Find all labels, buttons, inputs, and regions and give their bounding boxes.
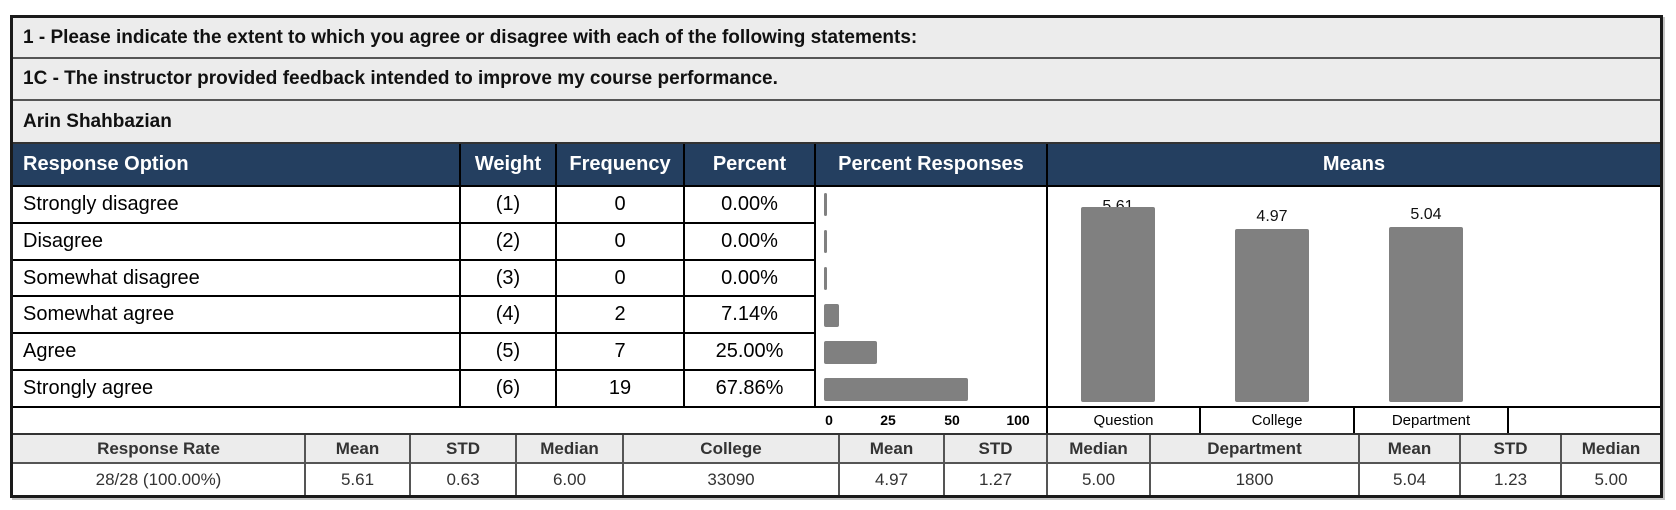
- mean-value-label-college: 4.97: [1256, 208, 1288, 226]
- summary-header-std: STD: [409, 435, 515, 464]
- means-chart: 5.61 4.97 5.04: [1046, 187, 1660, 408]
- percent-bar-strongly-agree: [824, 378, 968, 401]
- weight-cell: (6): [459, 371, 555, 406]
- header-percent: Percent: [683, 144, 814, 185]
- summary-header-college-mean: Mean: [838, 435, 943, 464]
- table-row: Strongly agree (6) 19 67.86%: [13, 371, 814, 408]
- summary-header-department-mean: Mean: [1358, 435, 1459, 464]
- summary-header-department: Department: [1149, 435, 1358, 464]
- summary-header-college-std: STD: [943, 435, 1046, 464]
- percent-axis-tick: 50: [944, 412, 960, 428]
- response-option-cell: Somewhat agree: [23, 303, 175, 325]
- percent-cell: 0.00%: [683, 224, 814, 259]
- response-option-cell: Somewhat disagree: [23, 266, 200, 289]
- summary-response-rate: 28/28 (100.00%): [95, 469, 222, 489]
- percent-axis-tick: 100: [1006, 412, 1030, 428]
- instructor-name: Arin Shahbazian: [23, 110, 172, 132]
- mean-bar-college: [1235, 229, 1309, 402]
- percent-bar-agree: [824, 341, 877, 364]
- question-item-title-text: 1C - The instructor provided feedback in…: [23, 68, 778, 89]
- table-row: Agree (5) 7 25.00%: [13, 334, 814, 371]
- summary-department-std: 1.23: [1459, 464, 1560, 495]
- question-group-title: 1 - Please indicate the extent to which …: [13, 18, 1660, 59]
- summary-header-mean: Mean: [304, 435, 409, 464]
- summary-header-college: College: [622, 435, 838, 464]
- table-header-row: Response Option Weight Frequency Percent…: [13, 144, 1660, 187]
- header-percent-responses: Percent Responses: [814, 144, 1046, 185]
- instructor-name-row: Arin Shahbazian: [13, 101, 1660, 144]
- question-group-title-text: 1 - Please indicate the extent to which …: [23, 26, 918, 48]
- summary-std: 0.63: [409, 464, 515, 495]
- percent-cell: 25.00%: [683, 334, 814, 369]
- table-row: Somewhat disagree (3) 0 0.00%: [13, 261, 814, 297]
- question-item-title: 1C - The instructor provided feedback in…: [13, 59, 1660, 101]
- percent-bar-disagree: [824, 230, 827, 253]
- frequency-cell: 7: [555, 334, 683, 369]
- percent-cell: 67.86%: [683, 371, 814, 406]
- mean-bar-question: [1081, 207, 1155, 402]
- percent-cell: 0.00%: [683, 261, 814, 295]
- mean-bar-department: [1389, 226, 1463, 402]
- summary-header-department-std: STD: [1459, 435, 1560, 464]
- summary-college-std: 1.27: [943, 464, 1046, 495]
- header-response-option: Response Option: [23, 153, 189, 175]
- response-option-cell: Disagree: [23, 230, 104, 252]
- frequency-cell: 2: [555, 297, 683, 332]
- frequency-cell: 0: [555, 224, 683, 259]
- summary-department-mean: 5.04: [1358, 464, 1459, 495]
- header-frequency: Frequency: [555, 144, 683, 185]
- summary-mean: 5.61: [304, 464, 409, 495]
- summary-college-count: 33090: [622, 464, 838, 495]
- summary-statistics-table: Response Rate Mean STD Median College Me…: [13, 435, 1660, 495]
- percent-cell: 0.00%: [683, 187, 814, 222]
- weight-cell: (2): [459, 224, 555, 259]
- percent-bar-strongly-disagree: [824, 193, 827, 216]
- summary-department-count: 1800: [1149, 464, 1358, 495]
- means-axis-label-college: College: [1199, 408, 1353, 433]
- question-report-panel: 1 - Please indicate the extent to which …: [10, 15, 1663, 498]
- table-row: Somewhat agree (4) 2 7.14%: [13, 297, 814, 334]
- weight-cell: (4): [459, 297, 555, 332]
- means-axis-label-question: Question: [1046, 408, 1199, 433]
- means-axis-label-department: Department: [1353, 408, 1507, 433]
- percent-bar-somewhat-agree: [824, 304, 840, 327]
- percent-axis-tick: 25: [880, 412, 896, 428]
- percent-cell: 7.14%: [683, 297, 814, 332]
- weight-cell: (3): [459, 261, 555, 295]
- summary-college-median: 5.00: [1046, 464, 1149, 495]
- mean-value-label-department: 5.04: [1410, 205, 1442, 223]
- weight-cell: (5): [459, 334, 555, 369]
- response-option-cell: Strongly agree: [23, 377, 154, 399]
- chart-axis-row: 0 25 50 100 Question College Department: [13, 406, 1660, 435]
- frequency-cell: 0: [555, 187, 683, 222]
- summary-header-college-median: Median: [1046, 435, 1149, 464]
- table-row: Disagree (2) 0 0.00%: [13, 224, 814, 261]
- means-axis-label-empty: [1507, 408, 1660, 433]
- percent-responses-chart: [814, 187, 1046, 408]
- table-row: Strongly disagree (1) 0 0.00%: [13, 187, 814, 224]
- summary-median: 6.00: [515, 464, 622, 495]
- response-option-cell: Strongly disagree: [23, 193, 179, 215]
- percent-bar-somewhat-disagree: [824, 267, 827, 290]
- summary-header-median: Median: [515, 435, 622, 464]
- frequency-cell: 19: [555, 371, 683, 406]
- summary-header-department-median: Median: [1560, 435, 1660, 464]
- header-means: Means: [1046, 144, 1660, 185]
- summary-header-response-rate: Response Rate: [13, 435, 304, 464]
- response-option-cell: Agree: [23, 340, 77, 362]
- header-weight: Weight: [459, 144, 555, 185]
- frequency-cell: 0: [555, 261, 683, 295]
- summary-department-median: 5.00: [1560, 464, 1660, 495]
- percent-axis-tick: 0: [825, 412, 833, 428]
- summary-college-mean: 4.97: [838, 464, 943, 495]
- weight-cell: (1): [459, 187, 555, 222]
